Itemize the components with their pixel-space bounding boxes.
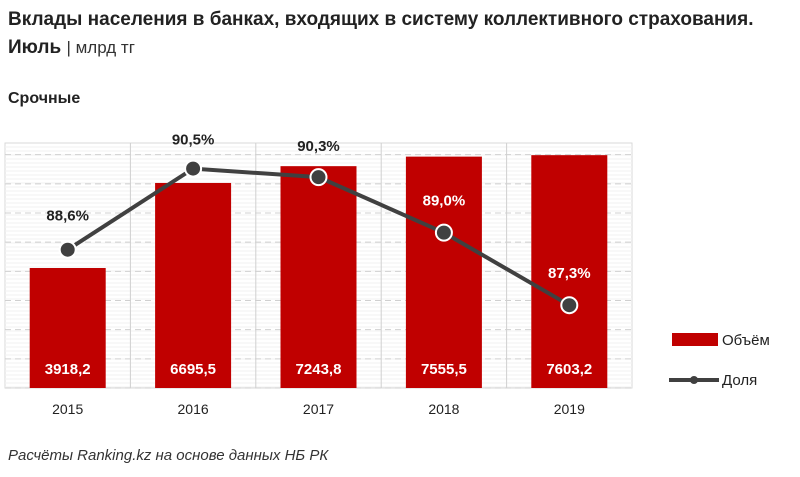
- x-tick-2019: 2019: [554, 401, 585, 417]
- x-tick-2015: 2015: [52, 401, 83, 417]
- share-point-2019: [560, 296, 579, 315]
- legend-line-marker: [690, 376, 698, 384]
- bar-2017: [280, 166, 357, 388]
- unit-label: | млрд тг: [66, 38, 135, 57]
- share-point-2016: [184, 159, 203, 178]
- bar-label-2015: 3918,2: [45, 361, 91, 378]
- share-label-2017: 90,3%: [297, 138, 340, 155]
- share-label-2015: 88,6%: [46, 208, 89, 225]
- share-point-2017: [309, 168, 328, 187]
- chart-subtitle: Срочные: [8, 90, 81, 107]
- bar-2015: [29, 268, 106, 388]
- share-label-2016: 90,5%: [172, 132, 215, 149]
- share-label-2019: 87,3%: [548, 265, 591, 282]
- bar-2018: [405, 156, 482, 388]
- chart-title: Вклады населения в банках, входящих в си…: [8, 6, 768, 62]
- x-tick-2016: 2016: [178, 401, 209, 417]
- x-tick-2018: 2018: [428, 401, 459, 417]
- bar-label-2017: 7243,8: [296, 361, 342, 378]
- x-tick-2017: 2017: [303, 401, 334, 417]
- legend-label-share: Доля: [722, 372, 757, 389]
- bar-2016: [155, 182, 232, 388]
- legend-label-volume: Объём: [722, 332, 770, 349]
- bar-label-2019: 7603,2: [546, 361, 592, 378]
- source-note: Расчёты Ranking.kz на основе данных НБ Р…: [8, 447, 329, 464]
- bar-2019: [531, 155, 608, 388]
- share-point-2018: [434, 223, 453, 242]
- legend-bar-swatch: [672, 333, 718, 346]
- share-label-2018: 89,0%: [423, 193, 466, 210]
- title-text: Вклады населения в банках, входящих в си…: [8, 9, 754, 58]
- bar-label-2016: 6695,5: [170, 361, 216, 378]
- bar-label-2018: 7555,5: [421, 361, 467, 378]
- share-point-2015: [58, 240, 77, 259]
